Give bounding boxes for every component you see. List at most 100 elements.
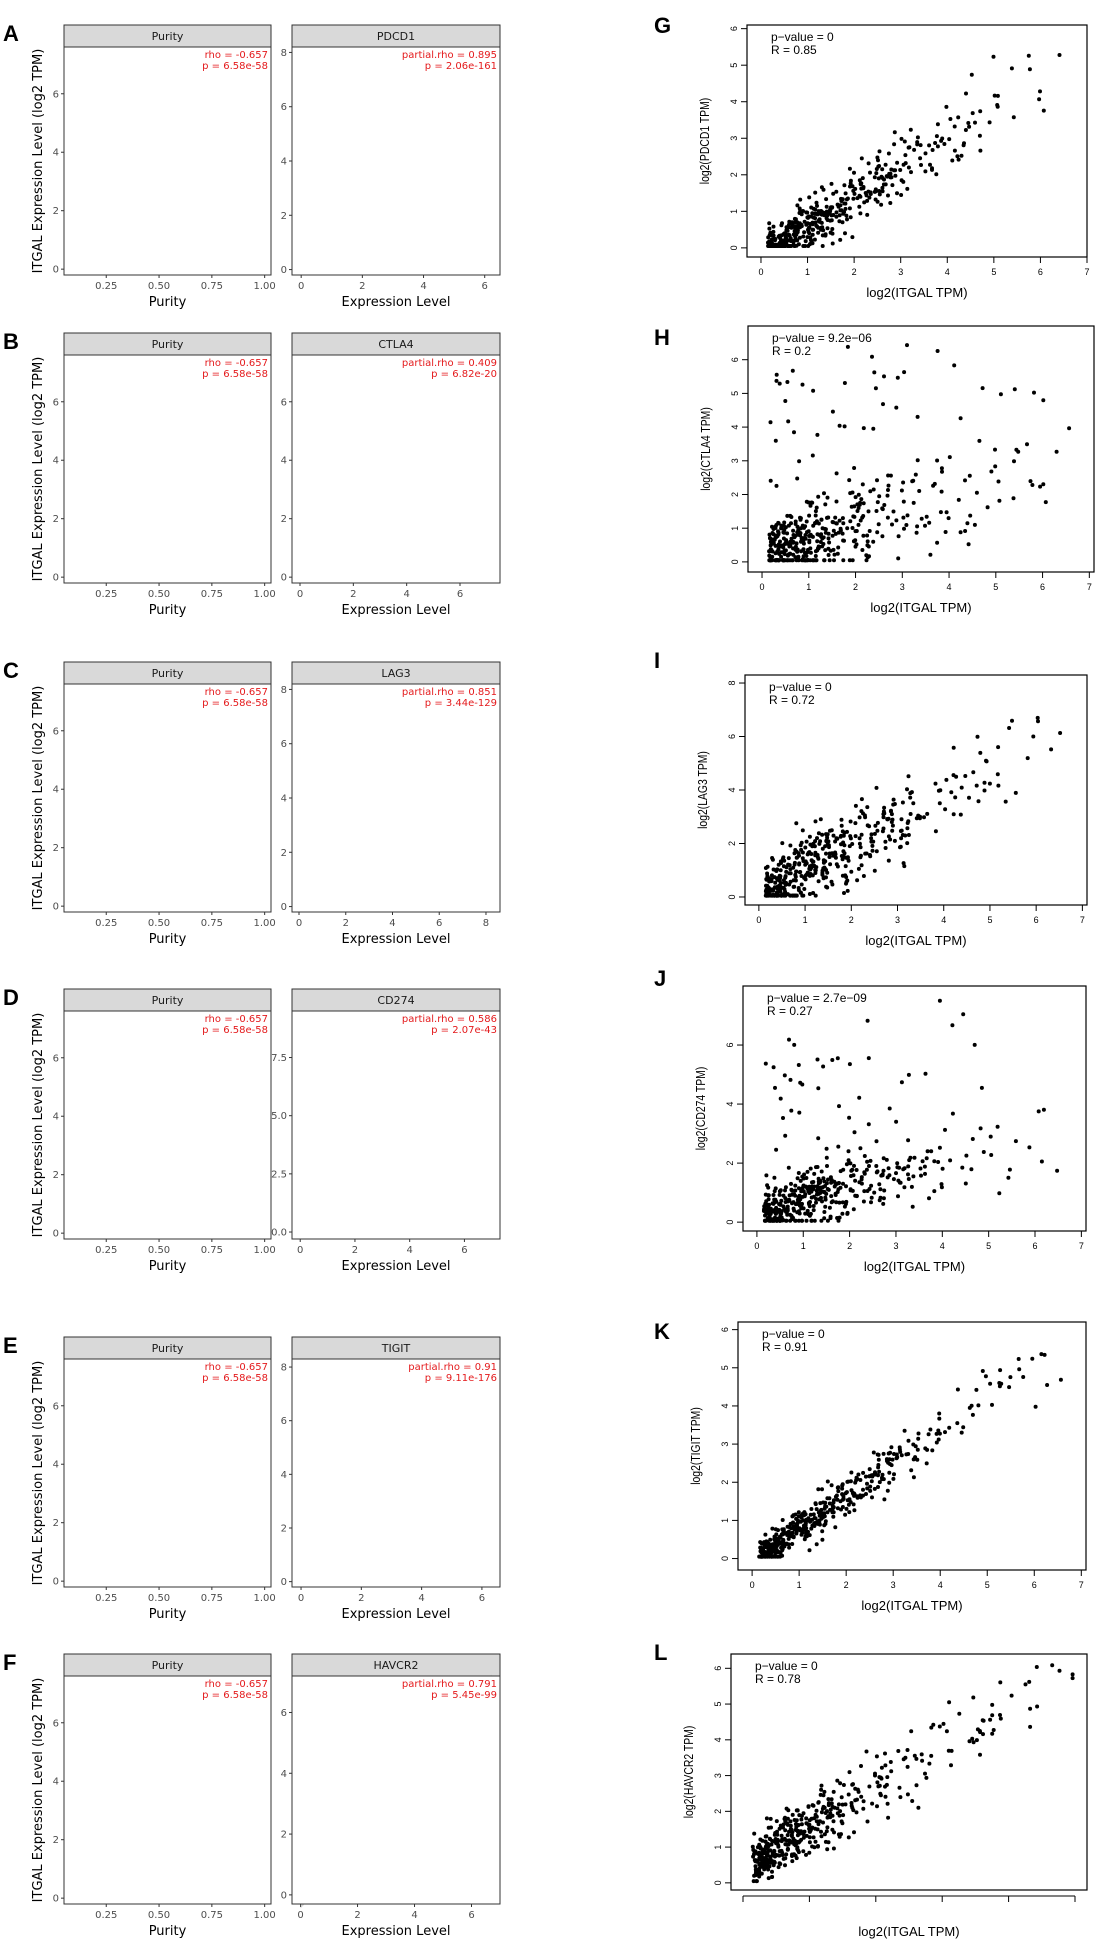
x-tick-label: 1.00 — [254, 1245, 276, 1256]
x-tick-label: 6 — [479, 1593, 485, 1604]
p-value-stat: p = 6.58e-58 — [202, 369, 268, 380]
panel-letter: B — [3, 329, 19, 354]
y-tick-label: 0 — [281, 265, 287, 276]
y-tick-label: 2 — [281, 1523, 287, 1534]
x-tick-label: 4 — [418, 1593, 424, 1604]
x-tick-label: 0.50 — [148, 589, 170, 600]
y-tick-label: 4 — [281, 456, 287, 467]
y-tick-label: 0 — [281, 902, 287, 913]
p-value-stat: p = 2.07e-43 — [431, 1025, 497, 1036]
x-tick-label: 0.25 — [95, 1910, 117, 1921]
y-tick-label: 0 — [281, 1577, 287, 1588]
x-tick-label: 0.50 — [148, 1245, 170, 1256]
x-tick-label: 2 — [352, 1245, 358, 1256]
y-tick-label: 6 — [53, 89, 59, 100]
x-tick-label: 4 — [411, 1910, 417, 1921]
x-tick-label: 0.25 — [95, 281, 117, 292]
panel-border — [63, 354, 272, 584]
correlation-stat: partial.rho = 0.409 — [402, 358, 497, 369]
x-tick-label: 2 — [350, 589, 356, 600]
x-tick-label: 6 — [482, 281, 488, 292]
y-tick-label: 6 — [53, 726, 59, 737]
x-tick-label: 0.75 — [201, 589, 223, 600]
y-tick-label: 0 — [53, 1894, 59, 1905]
panel-border — [291, 1358, 501, 1588]
y-tick-label: 2 — [53, 1835, 59, 1846]
facet-strip-label: Purity — [152, 30, 184, 43]
x-tick-label: 4 — [420, 281, 426, 292]
y-tick-label: 8 — [281, 48, 287, 59]
p-value-stat: p = 6.58e-58 — [202, 1025, 268, 1036]
correlation-stat: partial.rho = 0.895 — [402, 50, 497, 61]
x-tick-label: 1.00 — [254, 589, 276, 600]
panel-border — [291, 354, 501, 584]
x-tick-label: 1.00 — [254, 918, 276, 929]
y-tick-label: 6 — [53, 397, 59, 408]
facet-strip-label: HAVCR2 — [374, 1659, 419, 1672]
y-tick-label: 0 — [53, 1577, 59, 1588]
y-tick-label: 0.0 — [271, 1228, 287, 1239]
panel-border — [291, 1010, 501, 1240]
y-tick-label: 2 — [53, 206, 59, 217]
facet-strip-label: CD274 — [377, 994, 414, 1007]
y-axis-title: ITGAL Expression Level (log2 TPM) — [31, 1678, 46, 1903]
x-axis-title: Purity — [149, 932, 187, 947]
x-tick-label: 0.50 — [148, 1593, 170, 1604]
x-axis-title: Purity — [149, 1259, 187, 1274]
y-axis-title: ITGAL Expression Level (log2 TPM) — [31, 357, 46, 582]
y-axis-title: ITGAL Expression Level (log2 TPM) — [31, 1013, 46, 1238]
x-tick-label: 0.25 — [95, 589, 117, 600]
x-tick-label: 2 — [354, 1910, 360, 1921]
x-tick-label: 0.25 — [95, 1593, 117, 1604]
y-tick-label: 6 — [281, 739, 287, 750]
correlation-stat: rho = -0.657 — [205, 50, 268, 61]
x-tick-label: 0.75 — [201, 1910, 223, 1921]
y-tick-label: 6 — [281, 397, 287, 408]
y-axis-title: ITGAL Expression Level (log2 TPM) — [31, 686, 46, 911]
y-tick-label: 8 — [281, 1363, 287, 1374]
y-tick-label: 2.5 — [271, 1169, 287, 1180]
x-tick-label: 4 — [389, 918, 395, 929]
y-axis-title: ITGAL Expression Level (log2 TPM) — [31, 49, 46, 274]
x-tick-label: 0 — [297, 1245, 303, 1256]
y-tick-label: 0 — [281, 573, 287, 584]
x-tick-label: 0 — [298, 1593, 304, 1604]
p-value-stat: p = 6.82e-20 — [431, 369, 497, 380]
x-tick-label: 0.50 — [148, 281, 170, 292]
x-axis-title: Expression Level — [341, 1259, 450, 1274]
x-axis-title: Purity — [149, 295, 187, 310]
x-tick-label: 8 — [483, 918, 489, 929]
y-tick-label: 5.0 — [271, 1111, 287, 1122]
x-axis-title: Expression Level — [341, 932, 450, 947]
x-tick-label: 0.75 — [201, 1593, 223, 1604]
y-tick-label: 2 — [281, 514, 287, 525]
facet-strip-label: Purity — [152, 667, 184, 680]
y-axis-title: ITGAL Expression Level (log2 TPM) — [31, 1361, 46, 1586]
x-tick-label: 1.00 — [254, 1593, 276, 1604]
y-tick-label: 6 — [53, 1718, 59, 1729]
y-tick-label: 2 — [281, 1830, 287, 1841]
panel-border — [63, 1675, 272, 1905]
x-tick-label: 0.75 — [201, 281, 223, 292]
facet-strip-label: PDCD1 — [377, 30, 415, 43]
x-tick-label: 0.25 — [95, 1245, 117, 1256]
p-value-stat: p = 9.11e-176 — [425, 1373, 497, 1384]
panel-border — [63, 1358, 272, 1588]
x-axis-title: Purity — [149, 1924, 187, 1939]
x-tick-label: 6 — [436, 918, 442, 929]
facet-strip-label: Purity — [152, 338, 184, 351]
x-tick-label: 0.75 — [201, 918, 223, 929]
y-tick-label: 2 — [281, 211, 287, 222]
y-tick-label: 4 — [53, 148, 59, 159]
x-axis-title: Expression Level — [341, 1607, 450, 1622]
p-value-stat: p = 6.58e-58 — [202, 61, 268, 72]
panel-letter: F — [3, 1650, 16, 1675]
facet-strip-label: TIGIT — [381, 1342, 411, 1355]
x-tick-label: 0.25 — [95, 918, 117, 929]
y-tick-label: 7.5 — [271, 1053, 287, 1064]
